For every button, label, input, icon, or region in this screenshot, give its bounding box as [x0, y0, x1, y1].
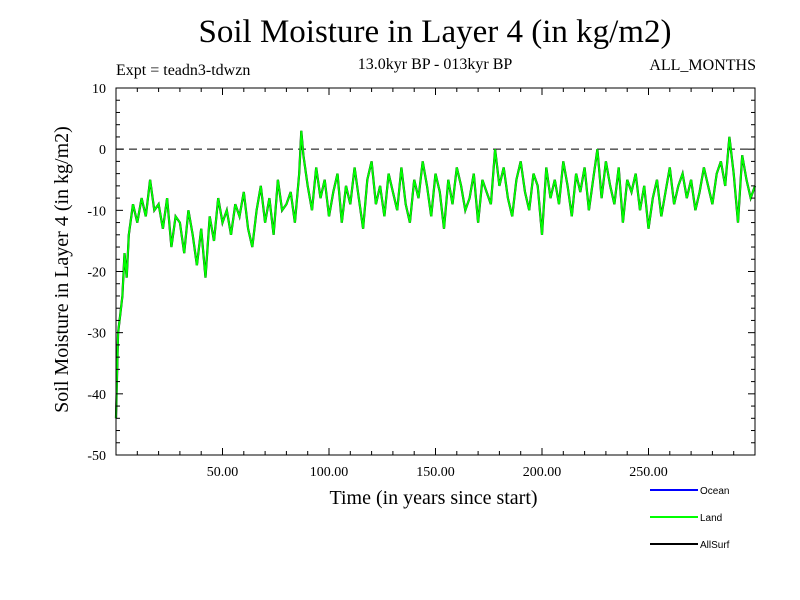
- plot-frame: [115, 87, 756, 456]
- x-tick-label: 250.00: [629, 465, 668, 480]
- x-tick-label: 100.00: [310, 465, 349, 480]
- legend-label-allsurf: AllSurf: [700, 540, 730, 551]
- y-tick-label: -20: [87, 266, 106, 281]
- x-tick-label: 50.00: [207, 465, 239, 480]
- x-tick-label: 150.00: [416, 465, 455, 480]
- x-tick-label: 200.00: [523, 465, 562, 480]
- chart-title: Soil Moisture in Layer 4 (in kg/m2): [198, 14, 672, 50]
- y-tick-label: -10: [87, 204, 106, 219]
- legend-label-ocean: Ocean: [700, 486, 729, 497]
- x-axis-label: Time (in years since start): [329, 487, 537, 509]
- series-line-land: [115, 130, 756, 419]
- chart-subtitle: 13.0kyr BP - 013kyr BP: [357, 56, 513, 73]
- y-tick-label: 0: [99, 143, 106, 158]
- experiment-label: Expt = teadn3-tdwzn: [116, 62, 251, 79]
- y-tick-label: -50: [87, 449, 106, 464]
- y-tick-label: 10: [92, 82, 106, 97]
- legend-label-land: Land: [700, 513, 722, 524]
- period-label: ALL_MONTHS: [649, 57, 756, 74]
- y-tick-label: -40: [87, 388, 106, 403]
- y-axis-label: Soil Moisture in Layer 4 (in kg/m2): [51, 126, 73, 413]
- y-tick-label: -30: [87, 327, 106, 342]
